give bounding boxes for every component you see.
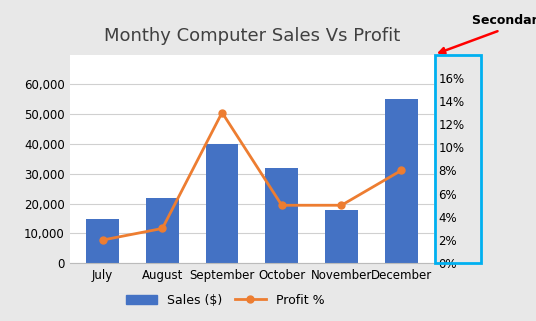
Text: Secondary Axis: Secondary Axis [440, 14, 536, 53]
Bar [86, 219, 119, 263]
Bar [146, 198, 179, 263]
Title: Monthy Computer Sales Vs Profit: Monthy Computer Sales Vs Profit [104, 27, 400, 45]
Legend: Sales ($), Profit %: Sales ($), Profit % [121, 289, 330, 312]
Bar [265, 168, 298, 263]
Bar [385, 99, 418, 263]
Bar [325, 210, 358, 263]
Bar [206, 144, 239, 263]
